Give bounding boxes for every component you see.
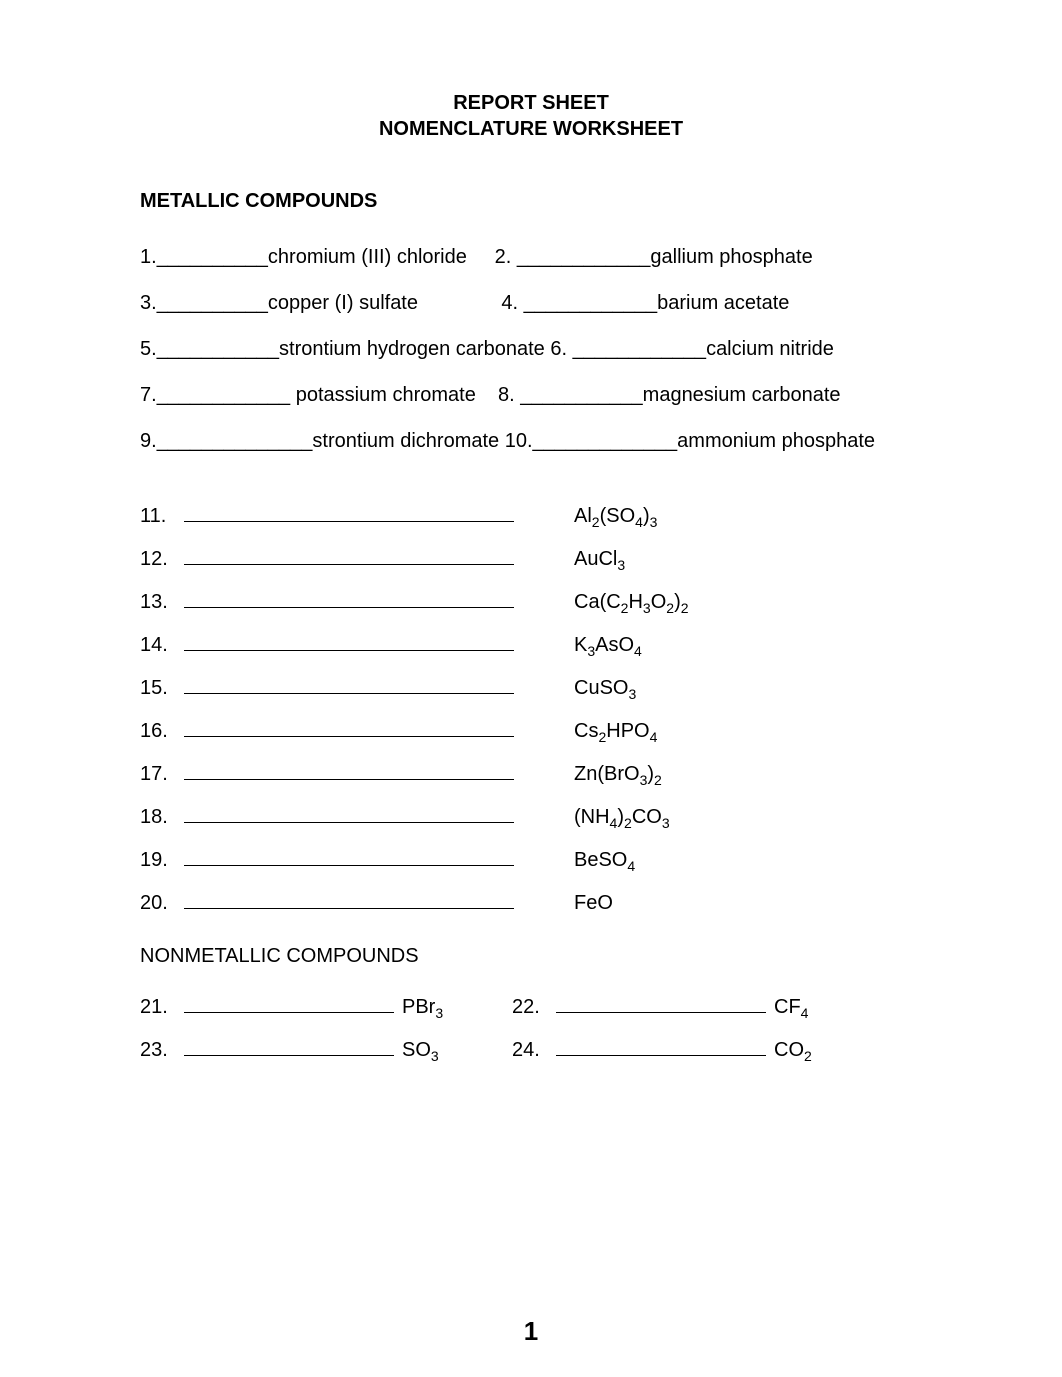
- answer-blank[interactable]: [184, 888, 514, 909]
- chemical-formula: Cs2HPO4: [574, 720, 657, 745]
- formula-number: 12.: [140, 548, 184, 571]
- answer-blank[interactable]: [184, 845, 514, 866]
- formula-number: 16.: [140, 720, 184, 743]
- pair-number: 21.: [140, 996, 184, 1019]
- item-6-number: 6.: [550, 338, 567, 360]
- formula-list: 11. Al2(SO4)3 12. AuCl3 13. Ca(C2H3O2)2 14. K3A…: [140, 501, 922, 915]
- title-line-2: NOMENCLATURE WORKSHEET: [140, 116, 922, 142]
- answer-blank[interactable]: [184, 544, 514, 565]
- item-10-number: 10.: [505, 430, 533, 452]
- answer-blank[interactable]: [184, 759, 514, 780]
- formula-number: 11.: [140, 505, 184, 528]
- formula-number: 17.: [140, 763, 184, 786]
- item-2-label: gallium phosphate: [650, 246, 812, 268]
- chemical-formula: CO2: [774, 1039, 834, 1064]
- item-8-number: 8.: [498, 384, 515, 406]
- chemical-formula: K3AsO4: [574, 634, 642, 659]
- formula-row: 17. Zn(BrO3)2: [140, 759, 922, 788]
- formula-number: 13.: [140, 591, 184, 614]
- line-9-10: 9.______________strontium dichromate 10.…: [140, 425, 922, 457]
- formula-row: 20. FeO: [140, 888, 922, 915]
- formula-row: 11. Al2(SO4)3: [140, 501, 922, 530]
- answer-blank[interactable]: [184, 630, 514, 651]
- formula-number: 19.: [140, 849, 184, 872]
- answer-blank[interactable]: [184, 673, 514, 694]
- answer-blank[interactable]: [184, 587, 514, 608]
- answer-blank[interactable]: [556, 992, 766, 1013]
- item-6-label: calcium nitride: [706, 338, 834, 360]
- formula-row: 13. Ca(C2H3O2)2: [140, 587, 922, 616]
- item-4-number: 4.: [501, 292, 518, 314]
- section-heading-metallic: METALLIC COMPOUNDS: [140, 190, 922, 213]
- chemical-formula: (NH4)2CO3: [574, 806, 670, 831]
- worksheet-page: REPORT SHEET NOMENCLATURE WORKSHEET META…: [0, 0, 1062, 1377]
- item-4-label: barium acetate: [657, 292, 789, 314]
- formula-row: 16. Cs2HPO4: [140, 716, 922, 745]
- page-number: 1: [0, 1316, 1062, 1347]
- item-10-label: ammonium phosphate: [677, 430, 875, 452]
- formula-row: 12. AuCl3: [140, 544, 922, 573]
- formula-row: 15. CuSO3: [140, 673, 922, 702]
- chemical-formula: Al2(SO4)3: [574, 505, 657, 530]
- formula-number: 14.: [140, 634, 184, 657]
- formula-number: 18.: [140, 806, 184, 829]
- pair-number: 23.: [140, 1039, 184, 1062]
- answer-blank[interactable]: [556, 1035, 766, 1056]
- chemical-formula: AuCl3: [574, 548, 625, 573]
- formula-number: 20.: [140, 892, 184, 915]
- pair-number: 24.: [512, 1039, 556, 1062]
- answer-blank[interactable]: [184, 992, 394, 1013]
- item-3-number: 3.: [140, 292, 157, 314]
- answer-blank[interactable]: [184, 716, 514, 737]
- chemical-formula: CuSO3: [574, 677, 636, 702]
- chemical-formula: Ca(C2H3O2)2: [574, 591, 689, 616]
- item-7-number: 7.: [140, 384, 157, 406]
- formula-number: 15.: [140, 677, 184, 700]
- item-5-label: strontium hydrogen carbonate: [279, 338, 545, 360]
- chemical-formula: Zn(BrO3)2: [574, 763, 662, 788]
- line-1-2: 1.__________chromium (III) chloride 2. _…: [140, 241, 922, 273]
- item-3-label: copper (I) sulfate: [268, 292, 418, 314]
- chemical-formula: PBr3: [402, 996, 462, 1021]
- chemical-formula: SO3: [402, 1039, 462, 1064]
- item-9-label: strontium dichromate: [312, 430, 499, 452]
- title-line-1: REPORT SHEET: [140, 90, 922, 116]
- formula-row: 14. K3AsO4: [140, 630, 922, 659]
- answer-blank[interactable]: [184, 501, 514, 522]
- answer-blank[interactable]: [184, 1035, 394, 1056]
- line-3-4: 3.__________copper (I) sulfate 4. ______…: [140, 287, 922, 319]
- formula-row: 18. (NH4)2CO3: [140, 802, 922, 831]
- answer-blank[interactable]: [184, 802, 514, 823]
- line-7-8: 7.____________ potassium chromate 8. ___…: [140, 379, 922, 411]
- nonmetallic-list: 21. PBr3 22. CF4 23. SO3 24. CO2: [140, 992, 922, 1064]
- item-8-label: magnesium carbonate: [643, 384, 841, 406]
- chemical-formula: FeO: [574, 892, 613, 915]
- pair-row: 21. PBr3 22. CF4: [140, 992, 922, 1021]
- line-5-6: 5.___________strontium hydrogen carbonat…: [140, 333, 922, 365]
- formula-row: 19. BeSO4: [140, 845, 922, 874]
- item-5-number: 5.: [140, 338, 157, 360]
- chemical-formula: BeSO4: [574, 849, 635, 874]
- item-9-number: 9.: [140, 430, 157, 452]
- section-heading-nonmetallic: NONMETALLIC COMPOUNDS: [140, 945, 922, 968]
- chemical-formula: CF4: [774, 996, 834, 1021]
- item-1-label: chromium (III) chloride: [268, 246, 467, 268]
- pair-number: 22.: [512, 996, 556, 1019]
- item-1-number: 1.: [140, 246, 157, 268]
- item-7-label: potassium chromate: [296, 384, 476, 406]
- pair-row: 23. SO3 24. CO2: [140, 1035, 922, 1064]
- item-2-number: 2.: [495, 246, 512, 268]
